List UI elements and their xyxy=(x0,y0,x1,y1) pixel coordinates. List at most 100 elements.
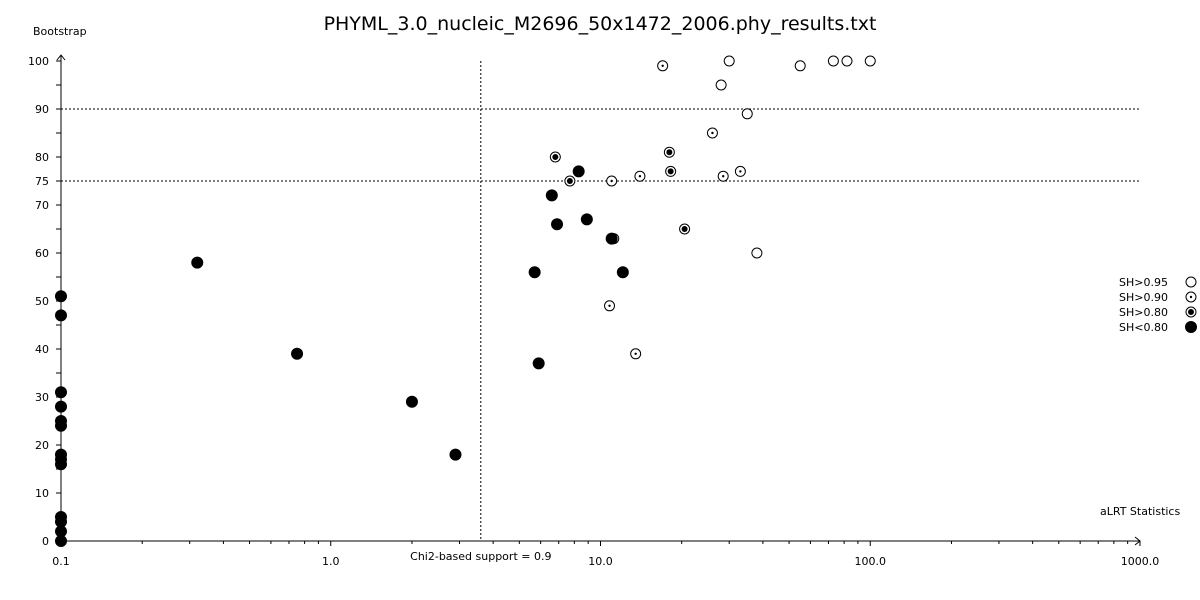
data-point-open xyxy=(741,108,753,120)
y-axis-label: Bootstrap xyxy=(33,25,87,38)
y-axis-arrow xyxy=(56,54,66,61)
data-point-filled xyxy=(55,400,67,413)
data-point-filled xyxy=(532,357,545,370)
data-point-ring xyxy=(564,175,576,187)
data-point-dot xyxy=(717,170,729,182)
data-point-dot xyxy=(706,127,718,139)
data-point-filled xyxy=(449,448,462,461)
x-tick-label: 0.1 xyxy=(52,555,70,568)
data-point-ring xyxy=(663,146,675,158)
data-point-dot xyxy=(606,175,618,187)
legend-label: SH<0.80 xyxy=(1119,321,1168,334)
marker-body xyxy=(191,256,204,269)
data-points xyxy=(55,55,876,547)
data-point-filled xyxy=(616,266,629,279)
legend-marker-dot xyxy=(1185,291,1197,303)
marker-center xyxy=(552,154,559,160)
marker-body xyxy=(572,165,585,178)
marker-body xyxy=(528,266,541,279)
data-point-open xyxy=(751,247,763,259)
data-point-filled xyxy=(55,386,67,399)
x-axis-label: aLRT Statistics xyxy=(1100,505,1180,518)
marker-center xyxy=(1189,295,1193,299)
marker-center xyxy=(634,352,637,355)
marker-center xyxy=(681,226,688,232)
marker-center xyxy=(739,170,742,173)
y-tick-label: 10 xyxy=(35,487,49,500)
legend-label: SH>0.95 xyxy=(1119,276,1168,289)
marker-center xyxy=(667,168,674,175)
x-tick-label: 10.0 xyxy=(588,555,613,568)
data-point-filled xyxy=(291,347,304,360)
marker-body xyxy=(55,458,67,471)
y-tick-label: 30 xyxy=(35,391,49,404)
marker-body xyxy=(723,55,735,67)
y-tick-label: 40 xyxy=(35,343,49,356)
marker-center xyxy=(1188,309,1194,315)
data-point-filled xyxy=(551,218,564,231)
marker-body xyxy=(1185,321,1197,333)
data-point-filled xyxy=(191,256,204,269)
data-point-open xyxy=(723,55,735,67)
marker-body xyxy=(551,218,564,231)
marker-body xyxy=(580,213,593,226)
data-point-dot xyxy=(657,60,669,72)
y-tick-label: 60 xyxy=(35,247,49,260)
data-point-open xyxy=(864,55,876,67)
data-point-filled xyxy=(55,309,67,322)
x-tick-label: 1000.0 xyxy=(1121,555,1160,568)
legend-label: SH>0.90 xyxy=(1119,291,1168,304)
reference-line-label: Chi2-based support = 0.9 xyxy=(410,550,551,563)
marker-body xyxy=(405,395,418,408)
marker-body xyxy=(55,419,67,432)
data-point-open xyxy=(715,79,727,91)
marker-center xyxy=(608,304,611,307)
marker-body xyxy=(715,79,727,91)
marker-body xyxy=(55,400,67,413)
data-point-filled xyxy=(55,535,67,547)
data-point-filled xyxy=(55,458,67,471)
y-tick-label: 70 xyxy=(35,199,49,212)
marker-body xyxy=(55,535,67,547)
data-point-dot xyxy=(634,170,646,182)
data-point-open xyxy=(794,60,806,72)
data-point-filled xyxy=(572,165,585,178)
marker-body xyxy=(741,108,753,120)
marker-center xyxy=(661,64,664,68)
data-point-filled xyxy=(55,290,67,303)
marker-center xyxy=(666,149,673,156)
marker-center xyxy=(721,175,725,178)
marker-body xyxy=(616,266,629,279)
marker-body xyxy=(827,55,839,67)
data-point-dot xyxy=(604,300,616,312)
data-point-ring xyxy=(679,223,691,235)
data-point-filled xyxy=(55,419,67,432)
marker-body xyxy=(751,247,763,259)
y-tick-label: 100 xyxy=(28,55,49,68)
data-point-open xyxy=(827,55,839,67)
marker-center xyxy=(610,179,613,183)
y-tick-label: 80 xyxy=(35,151,49,164)
y-tick-label: 75 xyxy=(35,175,49,188)
legend: SH>0.95 SH>0.90 SH>0.80 SH<0.80 xyxy=(1119,276,1197,334)
chart-title: PHYML_3.0_nucleic_M2696_50x1472_2006.phy… xyxy=(324,13,877,35)
marker-body xyxy=(1185,276,1197,288)
marker-center xyxy=(638,175,642,178)
legend-marker-open xyxy=(1185,276,1197,288)
marker-body xyxy=(545,189,558,202)
data-point-filled xyxy=(580,213,593,226)
y-tick-label: 20 xyxy=(35,439,49,452)
legend-label: SH>0.80 xyxy=(1119,306,1168,319)
marker-body xyxy=(864,55,876,67)
axes: 0.1 1.0 10.0 100.0 1000.0 0 10 20 30 40 50 60 70 75 80… xyxy=(28,54,1160,568)
marker-center xyxy=(566,178,573,184)
data-point-filled xyxy=(545,189,558,202)
marker-body xyxy=(55,309,67,322)
marker-body xyxy=(794,60,806,72)
data-point-dot xyxy=(630,348,642,360)
marker-body xyxy=(291,347,304,360)
data-point-filled xyxy=(405,395,418,408)
data-point-ring xyxy=(665,165,677,177)
marker-center xyxy=(711,131,714,135)
